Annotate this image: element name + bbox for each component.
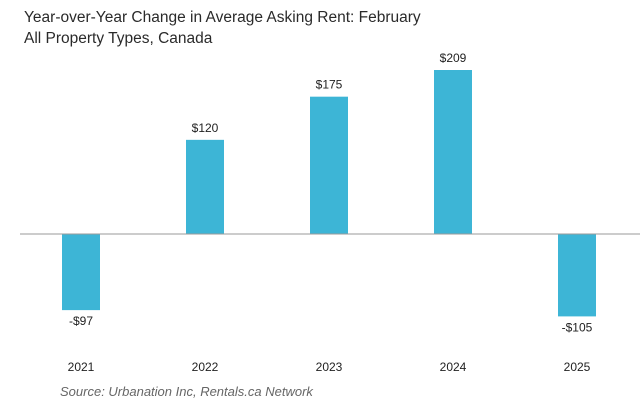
data-label-2022: $120 [192,121,219,135]
bars-layer [62,70,596,317]
labels-layer: -$97 2021 $120 2022 $175 2023 $209 2024 -$105 202… [68,51,593,374]
data-label-2021: -$97 [69,314,93,328]
source-note: Source: Urbanation Inc, Rentals.ca Netwo… [60,384,313,399]
bar-2025 [558,234,596,317]
bar-2023 [310,96,348,234]
x-tick-label-2024: 2024 [440,360,467,374]
x-tick-label-2021: 2021 [68,360,95,374]
data-label-2025: -$105 [562,320,593,334]
x-tick-label-2022: 2022 [192,360,219,374]
chart-title-block: Year-over-Year Change in Average Asking … [24,7,624,49]
chart-title: Year-over-Year Change in Average Asking … [24,9,421,26]
x-tick-label-2023: 2023 [316,360,343,374]
bar-2021 [62,234,100,311]
data-label-2023: $175 [316,78,343,92]
bar-2022 [186,139,224,234]
chart-subtitle: All Property Types, Canada [24,30,213,47]
bar-2024 [434,70,472,234]
x-tick-label-2025: 2025 [564,360,591,374]
data-label-2024: $209 [440,51,467,65]
